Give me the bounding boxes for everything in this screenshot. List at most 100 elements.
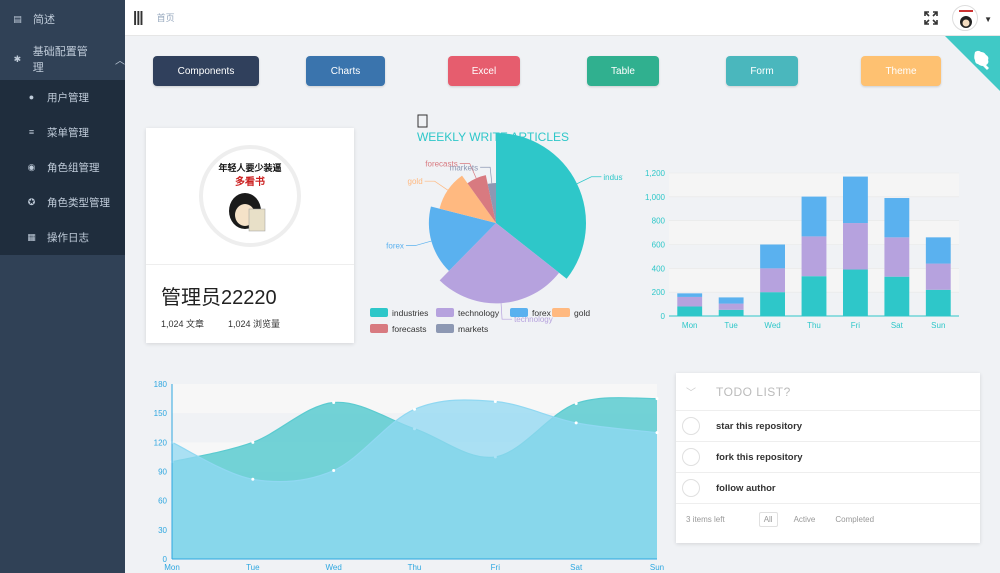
legend-label[interactable]: markets [458,324,488,334]
legend-label[interactable]: technology [458,308,500,318]
caret-down-icon[interactable]: ▼ [984,15,992,24]
legend-swatch[interactable] [510,308,528,317]
y-tick-label: 30 [158,526,167,535]
data-point[interactable] [574,401,578,405]
form-button[interactable]: Form [726,56,798,86]
sidebar-group-label: 基础配置管理 [32,46,88,74]
data-point[interactable] [493,400,497,403]
x-tick-label: Tue [246,563,260,572]
theme-button[interactable]: Theme [861,56,941,86]
x-tick-label: Thu [807,321,821,330]
components-button[interactable]: Components [153,56,259,86]
y-tick-label: 800 [652,217,666,226]
data-point[interactable] [413,407,416,411]
y-tick-label: 90 [158,468,167,477]
sidebar-item-role-type[interactable]: ✪ 角色类型管理 [0,185,125,220]
pie-slice-markets[interactable] [487,182,496,223]
sidebar-item-label: 操作日志 [47,232,89,244]
sidebar-submenu: ● 用户管理 ≡ 菜单管理 ◉ 角色组管理 ✪ 角色类型管理 ▦ 操作日志 [0,80,125,255]
pie-slice-label: industries [603,173,623,182]
sidebar-item-menu-management[interactable]: ≡ 菜单管理 [0,115,125,150]
sidebar-item-user-management[interactable]: ● 用户管理 [0,80,125,115]
breadcrumb[interactable]: 首页 [156,13,175,23]
bar-segment[interactable] [925,263,951,290]
bar-segment[interactable] [718,303,744,310]
pie-leader-line [424,180,449,191]
bar-segment[interactable] [760,268,785,293]
bar-segment[interactable] [884,198,910,238]
pie-slice-label: gold [408,177,423,186]
x-tick-label: Sat [570,563,583,572]
bar-segment[interactable] [843,223,868,270]
legend-label[interactable]: industries [392,308,428,318]
bar-segment[interactable] [884,237,910,277]
legend-swatch[interactable] [436,324,454,333]
filter-completed[interactable]: Completed [835,514,875,524]
bar-segment[interactable] [843,269,868,316]
filter-active[interactable]: Active [793,514,816,524]
bar-segment[interactable] [677,293,703,297]
pie-slice-gold[interactable] [439,175,496,223]
pie-slice-label: markets [450,163,478,172]
pie-slice-industries[interactable] [496,133,586,279]
data-point[interactable] [251,440,255,444]
gear-icon: ✱ [13,53,22,64]
todo-item-text[interactable]: star this repository [716,420,803,432]
sidebar-item-role-group[interactable]: ◉ 角色组管理 [0,150,125,185]
github-corner-icon[interactable] [945,36,1000,91]
bar-segment[interactable] [843,176,868,224]
sidebar-item-operation-log[interactable]: ▦ 操作日志 [0,220,125,255]
bar-segment[interactable] [925,289,951,316]
legend-label[interactable]: forecasts [392,324,427,334]
grid-band [669,173,959,197]
bar-segment[interactable] [677,306,703,316]
bar-segment[interactable] [801,196,827,237]
articles-count: 1,024 文章 [161,319,205,329]
pie-leader-line [459,163,477,179]
bar-segment[interactable] [925,237,951,264]
data-point[interactable] [655,431,659,435]
pie-slice-technology[interactable] [439,223,560,304]
pie-slice-forecasts[interactable] [467,175,496,223]
bar-segment[interactable] [677,296,703,307]
todo-item-text[interactable]: fork this repository [716,451,803,463]
excel-button[interactable]: Excel [448,56,520,86]
charts-button[interactable]: Charts [306,56,385,86]
table-button[interactable]: Table [587,56,659,86]
data-point[interactable] [332,469,336,473]
filter-all[interactable]: All [758,511,778,527]
legend-swatch[interactable] [370,308,388,317]
todo-item: star this repository [676,411,980,442]
legend-label[interactable]: gold [574,308,590,318]
fullscreen-icon[interactable] [924,11,938,25]
bar-segment[interactable] [718,309,744,316]
data-point[interactable] [251,477,255,481]
todo-checkbox[interactable] [682,448,700,466]
sidebar-item-overview[interactable]: ▤ 简述 [0,0,125,38]
toggle-all-icon[interactable]: ﹀ [686,388,696,399]
avatar[interactable] [952,5,978,31]
bar-segment[interactable] [801,276,827,316]
data-point[interactable] [574,421,578,425]
bar-segment[interactable] [760,292,785,316]
legend-label[interactable]: forex [532,308,552,318]
bar-segment[interactable] [760,244,785,269]
save-image-icon[interactable] [417,114,428,128]
legend-swatch[interactable] [552,308,570,317]
area-series-0[interactable] [172,399,657,559]
bar-segment[interactable] [801,236,827,277]
legend-swatch[interactable] [436,308,454,317]
sidebar-group-basic-config[interactable]: ✱ 基础配置管理 ︿ [0,38,125,80]
bar-segment[interactable] [884,276,910,316]
data-point[interactable] [655,397,659,401]
log-icon: ▦ [27,232,36,242]
hamburger-icon[interactable]: ||| [133,9,144,26]
todo-checkbox[interactable] [682,417,700,435]
x-tick-label: Thu [408,563,422,572]
bar-segment[interactable] [718,297,744,304]
legend-swatch[interactable] [370,324,388,333]
todo-item-text[interactable]: follow author [716,482,776,494]
todo-checkbox[interactable] [682,479,700,497]
pie-slice-forex[interactable] [428,206,496,271]
data-point[interactable] [332,400,336,404]
